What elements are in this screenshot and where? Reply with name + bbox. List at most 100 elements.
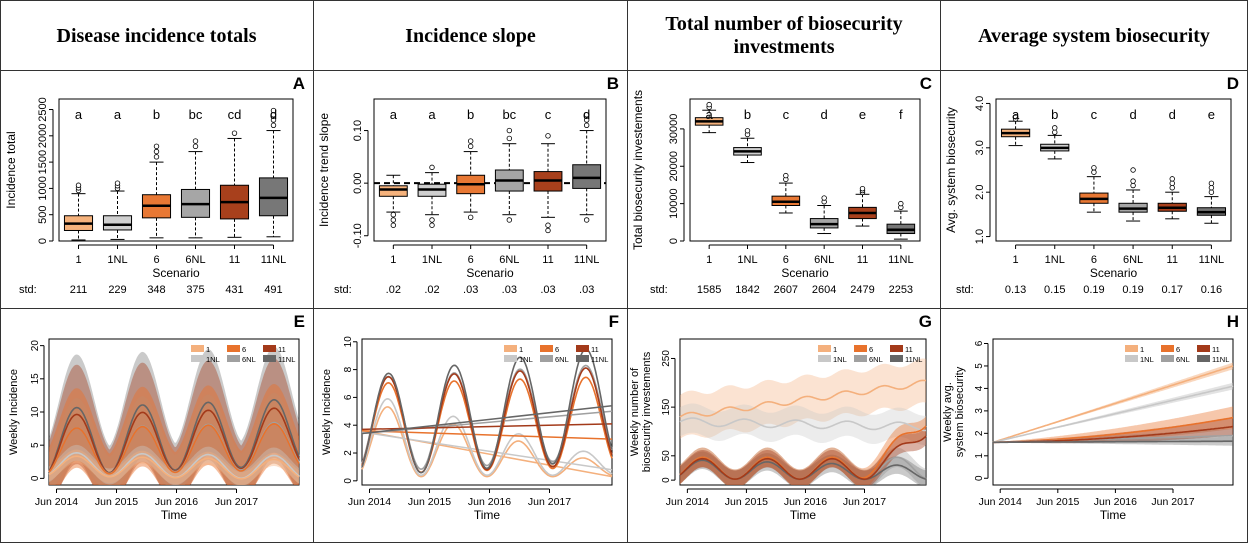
y-tick-label: 10000 [668,188,680,219]
significance-letter: c [545,107,552,122]
y-axis-label: Weekly Incidence [321,369,333,455]
y-tick-label: 10 [30,406,41,418]
x-tick-label: Jun 2014 [666,496,709,508]
legend-label: 6 [242,345,246,354]
legend-swatch-1 [818,345,831,352]
std-value: .03 [540,284,555,296]
x-tick-label: Jun 2016 [155,496,198,508]
legend-swatch-6 [227,345,240,352]
frame-top [0,0,1248,1]
outlier-point [390,222,397,228]
y-tick-label: 5 [30,442,41,448]
significance-letter: f [899,107,903,122]
series-line-1 [48,455,300,480]
std-value: 2479 [850,284,874,296]
legend-swatch-1 [504,345,517,352]
std-value: 2253 [889,284,913,296]
y-tick-label: 0 [661,477,672,483]
std-value: .03 [502,284,517,296]
std-value: 0.16 [1201,284,1222,296]
y-tick-label: 1500 [37,150,49,174]
outlier-point [467,214,474,221]
outlier-point [1130,178,1136,184]
x-axis-label: Scenario [1090,266,1138,280]
column-title: Disease incidence totals [56,24,257,47]
outlier-point [1169,176,1175,182]
std-value: 1842 [735,284,759,296]
legend-swatch-11 [576,345,589,352]
frame-col3 [940,0,941,543]
legend-swatch-6NL [227,355,240,362]
x-axis-label: Time [474,508,501,522]
x-tick-label: 11NL [261,254,286,266]
legend-label: 6NL [242,355,256,364]
outlier-point [898,200,904,207]
x-tick-label: 11 [229,254,240,266]
y-tick-label: 150 [661,398,672,415]
y-tick-label: 2 [974,430,985,436]
significance-letter: bc [502,107,516,122]
outlier-point [75,182,82,188]
std-value: 491 [264,284,282,296]
outlier-point [506,217,513,223]
y-tick-label: 8 [343,366,354,372]
y-tick-label: 2.0 [974,185,986,200]
y-tick-label: 2 [343,450,354,456]
legend-swatch-11NL [576,355,589,362]
outlier-point [545,133,551,139]
x-tick-label: 6 [468,254,474,266]
outlier-point [429,217,435,223]
std-value: 2607 [774,284,798,296]
x-tick-label: 6NL [1123,254,1143,266]
x-axis-label: Time [1100,508,1127,522]
frame-col2 [627,0,628,543]
outlier-point [1169,185,1175,191]
outlier-point [859,185,866,192]
legend-label: 6 [555,345,559,354]
legend-swatch-1NL [818,355,831,362]
x-tick-label: Jun 2016 [468,496,511,508]
x-tick-label: Jun 2016 [1094,496,1137,508]
x-tick-label: Jun 2017 [528,496,571,508]
legend-label: 6NL [869,355,883,364]
y-axis-label: biosecurity investements [641,351,653,472]
x-tick-label: 1NL [107,254,127,266]
panel-h-chart: H 0 1 2 3 4 5 6 Weekly avg. system biosecurity Jun… [942,312,1239,522]
significance-letter: a [706,107,714,122]
panel-b-chart: B -0.10 0.00 0.10 Incidence trend slope a 1 .02… [317,74,619,296]
y-tick-label: 10 [343,336,354,348]
outlier-point [1091,169,1097,175]
std-value: 0.17 [1162,284,1183,296]
legend-label: 11 [1212,345,1220,354]
y-tick-label: 20 [30,340,41,352]
legend-swatch-6 [854,345,867,352]
trend-line-11NL [361,404,613,435]
legend-label: 1NL [833,355,847,364]
outlier-point [706,101,712,108]
y-axis-label: Incidence trend slope [317,113,331,227]
legend-label: 11NL [1212,355,1229,364]
y-axis-label: Incidence total [4,131,18,208]
legend-swatch-1NL [191,355,204,362]
outlier-point [1208,185,1215,191]
outlier-point [1052,125,1058,131]
series-band-6NL [680,447,926,485]
std-label: std: [650,284,668,296]
outlier-point [467,138,474,144]
series-line-1NL [679,417,927,432]
x-tick-label: Jun 2014 [348,496,391,508]
y-tick-label: 3 [974,408,985,414]
series-band-1NL [680,403,926,446]
series-band-6NL [49,392,299,485]
outlier-point [1052,129,1058,135]
significance-letter: a [114,107,122,122]
outlier-point [270,122,277,128]
significance-letter: e [1208,107,1215,122]
x-tick-label: 1NL [737,254,757,266]
y-tick-label: -0.10 [352,223,364,248]
series-line-11NL [48,398,300,474]
y-tick-label: 1 [974,453,985,459]
y-tick-label: 20000 [668,151,680,182]
std-label: std: [956,284,974,296]
std-value: 229 [108,284,126,296]
